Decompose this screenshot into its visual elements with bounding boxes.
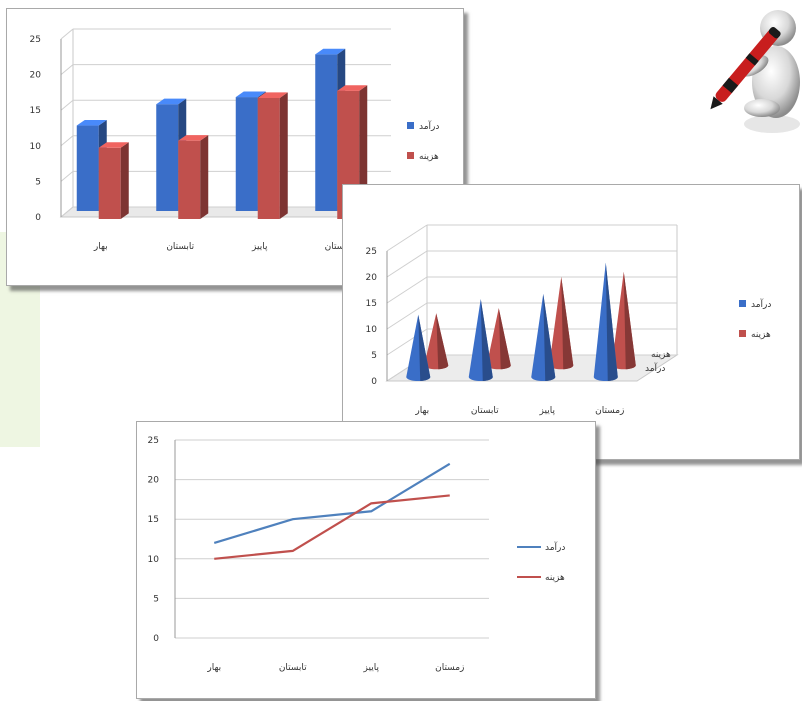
gridlines — [175, 439, 489, 639]
x-tick-label: پاییز — [363, 663, 380, 673]
y-tick-label: 5 — [35, 177, 41, 187]
cone — [531, 293, 556, 381]
cone-chart: 0 5 10 15 20 25 بهار تابستان پاییز زمستان هزینه درآ… — [366, 224, 771, 416]
cone — [468, 299, 493, 381]
y-tick-label: 25 — [148, 436, 159, 446]
legend-label: هزینه — [545, 573, 565, 583]
gridline-side — [60, 99, 74, 111]
cone-shade — [543, 293, 556, 381]
x-tick-label: بهار — [93, 242, 108, 252]
bar-top — [315, 48, 346, 55]
y-tick-label: 20 — [366, 273, 378, 283]
y-tick-label: 15 — [30, 106, 41, 116]
bar-top — [235, 91, 266, 98]
cone — [549, 276, 574, 370]
gridline-side — [60, 28, 74, 40]
legend-swatch — [739, 300, 746, 307]
cone-chart-card: 0 5 10 15 20 25 بهار تابستان پاییز زمستان هزینه درآ… — [342, 184, 800, 460]
x-tick-label: تابستان — [471, 406, 499, 416]
gridline-side — [386, 250, 428, 278]
legend-swatch — [739, 330, 746, 337]
y-tick-label: 5 — [371, 351, 377, 361]
x-tick-label: بهار — [414, 406, 429, 416]
y-tick-label: 10 — [366, 325, 378, 335]
bar — [98, 142, 129, 219]
y-tick-label: 0 — [35, 213, 41, 223]
y-tick-label: 20 — [30, 71, 42, 81]
series-line — [214, 494, 450, 560]
cone — [424, 313, 449, 370]
x-tick-label: زمستان — [325, 242, 354, 252]
bar-top — [76, 119, 107, 126]
depth-axis-label: هزینه — [651, 350, 671, 360]
bar — [257, 92, 288, 219]
y-tick-label: 0 — [153, 634, 159, 644]
bar-side — [200, 135, 209, 219]
x-tick-label: پاییز — [539, 406, 556, 416]
y-tick-label: 25 — [366, 247, 377, 257]
bar-side — [279, 92, 288, 219]
cone — [593, 262, 618, 381]
y-tick-label: 25 — [30, 35, 41, 45]
x-tick-label: تابستان — [279, 663, 307, 673]
bar-front — [76, 125, 99, 211]
line-chart-card: 0 5 10 15 20 25 بهار تابستان پاییز زمستان درآمد هزی… — [136, 421, 596, 699]
cone — [486, 308, 511, 370]
y-tick-label: 10 — [30, 142, 42, 152]
cone-shade — [480, 299, 493, 381]
bar-front — [98, 147, 121, 219]
bar-front — [178, 140, 201, 219]
bar-front — [156, 104, 179, 211]
bar-front — [235, 97, 258, 211]
x-tick-label: تابستان — [166, 242, 194, 252]
depth-axis-label: درآمد — [645, 362, 665, 374]
figure-with-pen-icon — [700, 4, 802, 136]
x-tick-label: پاییز — [251, 242, 268, 252]
y-tick-label: 5 — [153, 594, 159, 604]
bar — [178, 135, 209, 219]
bar-front — [315, 54, 338, 211]
legend-label: هزینه — [419, 152, 439, 162]
bar-top — [257, 92, 288, 98]
y-tick-label: 15 — [148, 515, 159, 525]
gridline-side — [60, 135, 74, 147]
bar-front — [257, 97, 280, 219]
line-chart: 0 5 10 15 20 25 بهار تابستان پاییز زمستان درآمد هزی… — [148, 436, 566, 673]
bar-top — [178, 135, 209, 141]
y-tick-label: 10 — [148, 555, 160, 565]
legend-label: درآمد — [545, 541, 565, 553]
cone-shade — [605, 262, 618, 381]
x-tick-label: زمستان — [595, 406, 624, 416]
y-tick-label: 20 — [148, 476, 160, 486]
gridline-side — [386, 224, 428, 252]
legend-label: درآمد — [419, 120, 439, 132]
legend-swatch — [407, 122, 414, 129]
bar-top — [337, 85, 368, 91]
gridline-side — [386, 276, 428, 304]
bar-top — [98, 142, 129, 148]
bar-chart-card: 0 5 10 15 20 25 بهار تابستان پاییز زمستان درآمد هزی… — [6, 8, 464, 286]
legend-swatch — [407, 152, 414, 159]
cone-shade — [561, 276, 574, 370]
cone-shade — [418, 314, 431, 381]
y-tick-label: 15 — [366, 299, 377, 309]
x-tick-label: زمستان — [435, 663, 464, 673]
bar-side — [120, 142, 129, 219]
legend-label: هزینه — [751, 330, 771, 340]
y-tick-label: 0 — [371, 377, 377, 387]
bar-chart: 0 5 10 15 20 25 بهار تابستان پاییز زمستان درآمد هزی… — [30, 28, 439, 252]
gridline-side — [60, 171, 74, 182]
legend-label: درآمد — [751, 298, 771, 310]
cone-shade — [498, 308, 511, 370]
cone — [611, 271, 636, 370]
cone-shade — [436, 313, 449, 370]
cone-shade — [623, 271, 636, 370]
gridline-side — [386, 302, 428, 330]
gridline-side — [60, 206, 74, 218]
x-tick-label: بهار — [206, 663, 221, 673]
gridline-side — [60, 64, 74, 75]
series-line — [213, 462, 451, 545]
bar-top — [156, 98, 187, 105]
cone — [406, 314, 431, 381]
